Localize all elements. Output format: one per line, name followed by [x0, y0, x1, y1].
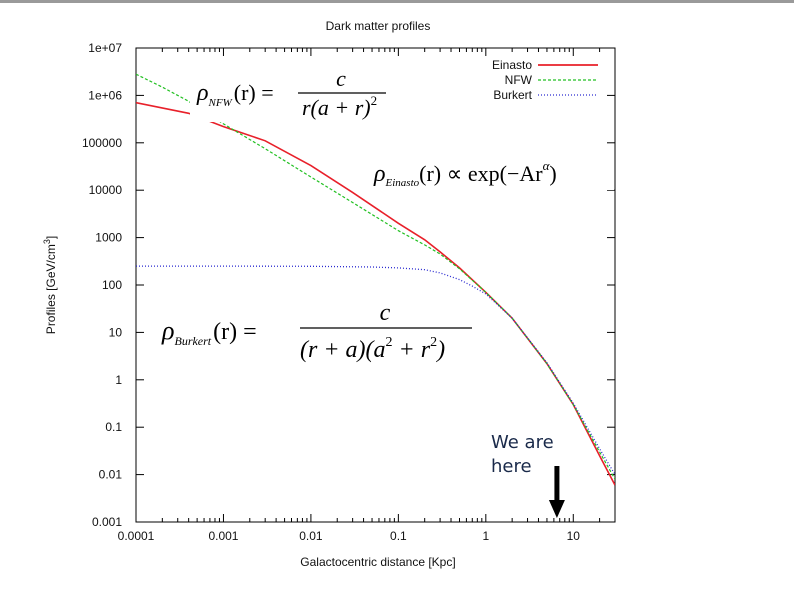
y-tick-label: 1e+07 — [88, 41, 122, 55]
formula-einasto: ρEinasto(r) ∝ exp(−Arα) — [370, 150, 614, 190]
formula-burkert-sub: Burkert — [174, 334, 211, 348]
x-tick-label: 1 — [482, 529, 489, 543]
annotation-we-are-here: We are here — [491, 432, 565, 518]
formula-burkert-den-sup1: 2 — [386, 335, 393, 350]
legend-label-nfw: NFW — [505, 73, 533, 87]
x-tick-label: 0.1 — [390, 529, 407, 543]
formula-burkert-args: (r) = — [213, 319, 257, 345]
formula-nfw-args: (r) = — [234, 80, 274, 105]
chart-title: Dark matter profiles — [326, 19, 431, 33]
legend: Einasto NFW Burkert — [492, 58, 598, 102]
formula-burkert-numerator: c — [380, 300, 391, 326]
formula-nfw-numerator: c — [336, 66, 346, 91]
formula-burkert-den-b: + r — [393, 337, 431, 363]
formula-einasto-body: (r) ∝ exp(−Ar — [419, 161, 543, 186]
formula-einasto-sup: α — [543, 158, 551, 173]
svg-text:ρNFW(r) =: ρNFW(r) = — [196, 80, 274, 109]
y-tick-label: 10 — [109, 325, 123, 339]
svg-text:ρEinasto(r) ∝ exp(−Arα): ρEinasto(r) ∝ exp(−Arα) — [373, 158, 557, 189]
y-tick-label: 1 — [115, 373, 122, 387]
x-tick-label: 0.0001 — [118, 529, 155, 543]
y-tick-label: 0.01 — [99, 468, 123, 482]
y-tick-label: 10000 — [89, 183, 123, 197]
y-axis-title-sup: 3 — [42, 239, 52, 244]
formula-burkert-den-a: (r + a)(a — [300, 337, 386, 363]
formula-burkert-rho: ρ — [161, 316, 174, 345]
y-tick-label: 100 — [102, 278, 122, 292]
legend-label-einasto: Einasto — [492, 58, 532, 72]
formula-nfw: ρNFW(r) = c r(a + r)2 — [190, 64, 390, 122]
formula-burkert: ρBurkert(r) = c (r + a)(a2 + r2) — [161, 300, 472, 363]
series-line-burkert — [136, 265, 615, 475]
formula-burkert-den-c: ) — [435, 337, 445, 363]
formula-nfw-denominator-sup: 2 — [371, 93, 378, 108]
formula-einasto-background — [370, 150, 614, 190]
formula-nfw-denominator: r(a + r) — [302, 95, 371, 120]
y-tick-label: 1e+06 — [88, 88, 122, 102]
formula-einasto-sub: Einasto — [385, 177, 420, 189]
formula-burkert-den-sup2: 2 — [430, 335, 437, 350]
svg-text:(r + a)(a2 + r2): (r + a)(a2 + r2) — [300, 335, 445, 363]
tick-group: 0.0001 0.001 0.01 0.1 1 100.0010.010.11101001… — [82, 41, 615, 543]
x-tick-label: 0.01 — [299, 529, 323, 543]
annotation-line1: We are — [491, 432, 554, 453]
series-group — [136, 73, 615, 486]
svg-text:r(a + r)2: r(a + r)2 — [302, 93, 377, 120]
y-axis-title: Profiles [GeV/cm3] — [42, 236, 58, 334]
legend-label-burkert: Burkert — [493, 88, 532, 102]
annotation-line2: here — [491, 456, 532, 477]
top-rule — [0, 0, 794, 3]
x-tick-label: 10 — [567, 529, 581, 543]
x-axis-title: Galactocentric distance [Kpc] — [300, 555, 455, 569]
svg-text:ρBurkert(r) =: ρBurkert(r) = — [161, 316, 257, 348]
y-axis-title-main: Profiles [GeV/cm — [44, 244, 58, 334]
formula-nfw-sub: NFW — [208, 97, 233, 109]
x-tick-label: 0.001 — [208, 529, 238, 543]
formula-einasto-rho: ρ — [373, 161, 386, 187]
annotation-arrow-head — [548, 500, 565, 518]
y-tick-label: 0.1 — [105, 420, 122, 434]
series-line-nfw — [136, 73, 615, 480]
formula-nfw-rho: ρ — [196, 80, 209, 106]
y-tick-label: 0.001 — [92, 515, 122, 529]
y-tick-label: 1000 — [95, 231, 122, 245]
y-tick-label: 100000 — [82, 136, 122, 150]
y-axis-title-close: ] — [44, 236, 58, 239]
formula-einasto-close: ) — [549, 161, 556, 186]
